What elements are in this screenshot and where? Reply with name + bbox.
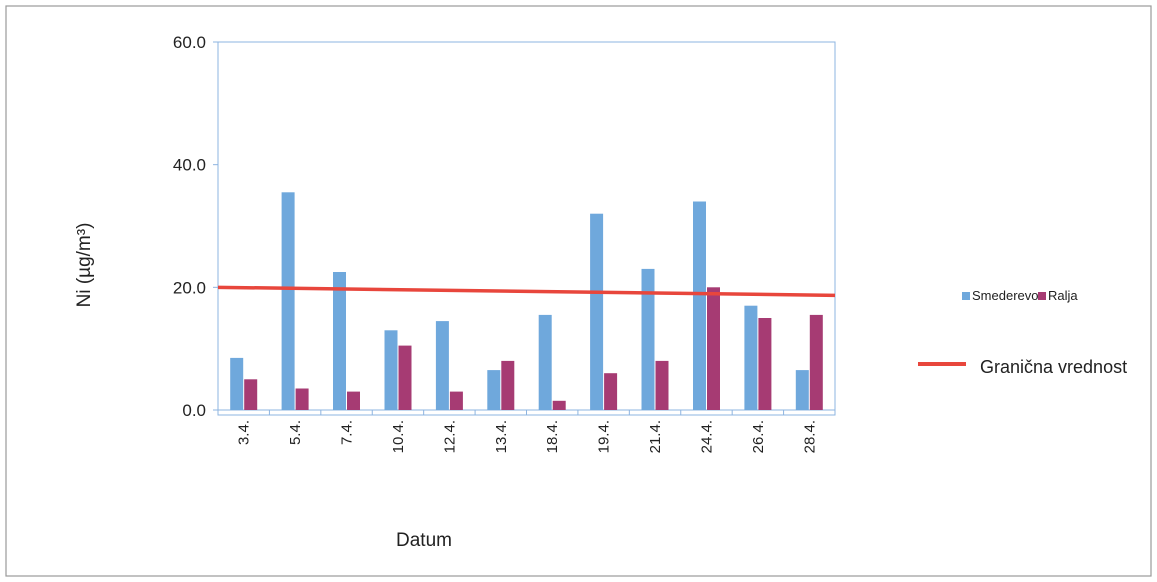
x-tick-label: 10.4. (390, 420, 407, 453)
legend-label-smederevo: Smederevo (972, 288, 1038, 303)
x-tick-label: 3.4. (236, 420, 253, 445)
x-axis-labels: 3.4. 5.4. 7.4. 10.4. 12.4. 13.4. 18.4. 19.4. 21.… (236, 420, 819, 453)
y-axis: 0.0 20.0 40.0 60.0 (173, 33, 836, 420)
bar-ralja-12 (809, 314, 823, 410)
y-tick-label: 40.0 (173, 156, 206, 175)
bar-ralja-5 (449, 391, 463, 410)
bar-ralja-11 (758, 318, 772, 410)
x-tick-label: 24.4. (699, 420, 716, 453)
x-tick-label: 21.4. (647, 420, 664, 453)
limit-value-line (217, 285, 836, 298)
bar-ralja-8 (604, 373, 618, 410)
x-axis-title: Datum (396, 530, 452, 551)
y-tick-label: 0.0 (182, 401, 206, 420)
y-tick-label: 20.0 (173, 278, 206, 297)
legend-swatch-ralja (1038, 292, 1046, 300)
bar-ralja-9 (655, 360, 669, 410)
bar-ralja-10 (707, 287, 720, 410)
bar-ralja-1 (244, 379, 258, 410)
bar-smederevo-10 (693, 201, 706, 410)
limit-line-group (217, 285, 836, 298)
bar-ralja-4 (398, 345, 412, 410)
bar-smederevo-5 (435, 321, 449, 410)
x-tick-label: 28.4. (801, 420, 818, 453)
bar-series-group (230, 192, 823, 410)
bar-ralja-6 (501, 360, 515, 410)
bar-smederevo-8 (590, 213, 604, 410)
bar-smederevo-4 (384, 330, 398, 410)
bar-ralja-7 (552, 400, 566, 410)
bar-smederevo-6 (487, 370, 501, 410)
bar-smederevo-3 (333, 272, 346, 410)
x-tick-label: 13.4. (493, 420, 510, 453)
bar-smederevo-2 (281, 192, 295, 410)
legend-label-limit: Granična vrednost (980, 357, 1127, 377)
legend-swatch-smederevo (962, 292, 970, 300)
legend-label-ralja: Ralja (1048, 288, 1078, 303)
bar-ralja-3 (347, 391, 360, 410)
x-tick-label: 18.4. (544, 420, 561, 453)
legend: Smederevo Ralja Granična vrednost (918, 288, 1127, 377)
x-tick-label: 5.4. (287, 420, 304, 445)
bar-ralja-2 (295, 388, 309, 410)
bar-smederevo-9 (641, 268, 655, 410)
x-tick-label: 12.4. (441, 420, 458, 453)
bar-smederevo-12 (795, 370, 809, 410)
x-tick-label: 19.4. (596, 420, 613, 453)
x-tick-label: 26.4. (750, 420, 767, 453)
y-tick-label: 60.0 (173, 33, 206, 52)
bar-smederevo-7 (538, 314, 552, 410)
bar-smederevo-1 (230, 357, 244, 410)
x-tick-label: 7.4. (339, 420, 356, 445)
bar-smederevo-11 (744, 305, 758, 410)
plot-area (217, 41, 836, 416)
y-axis-title: Ni (µg/m³) (74, 223, 95, 308)
